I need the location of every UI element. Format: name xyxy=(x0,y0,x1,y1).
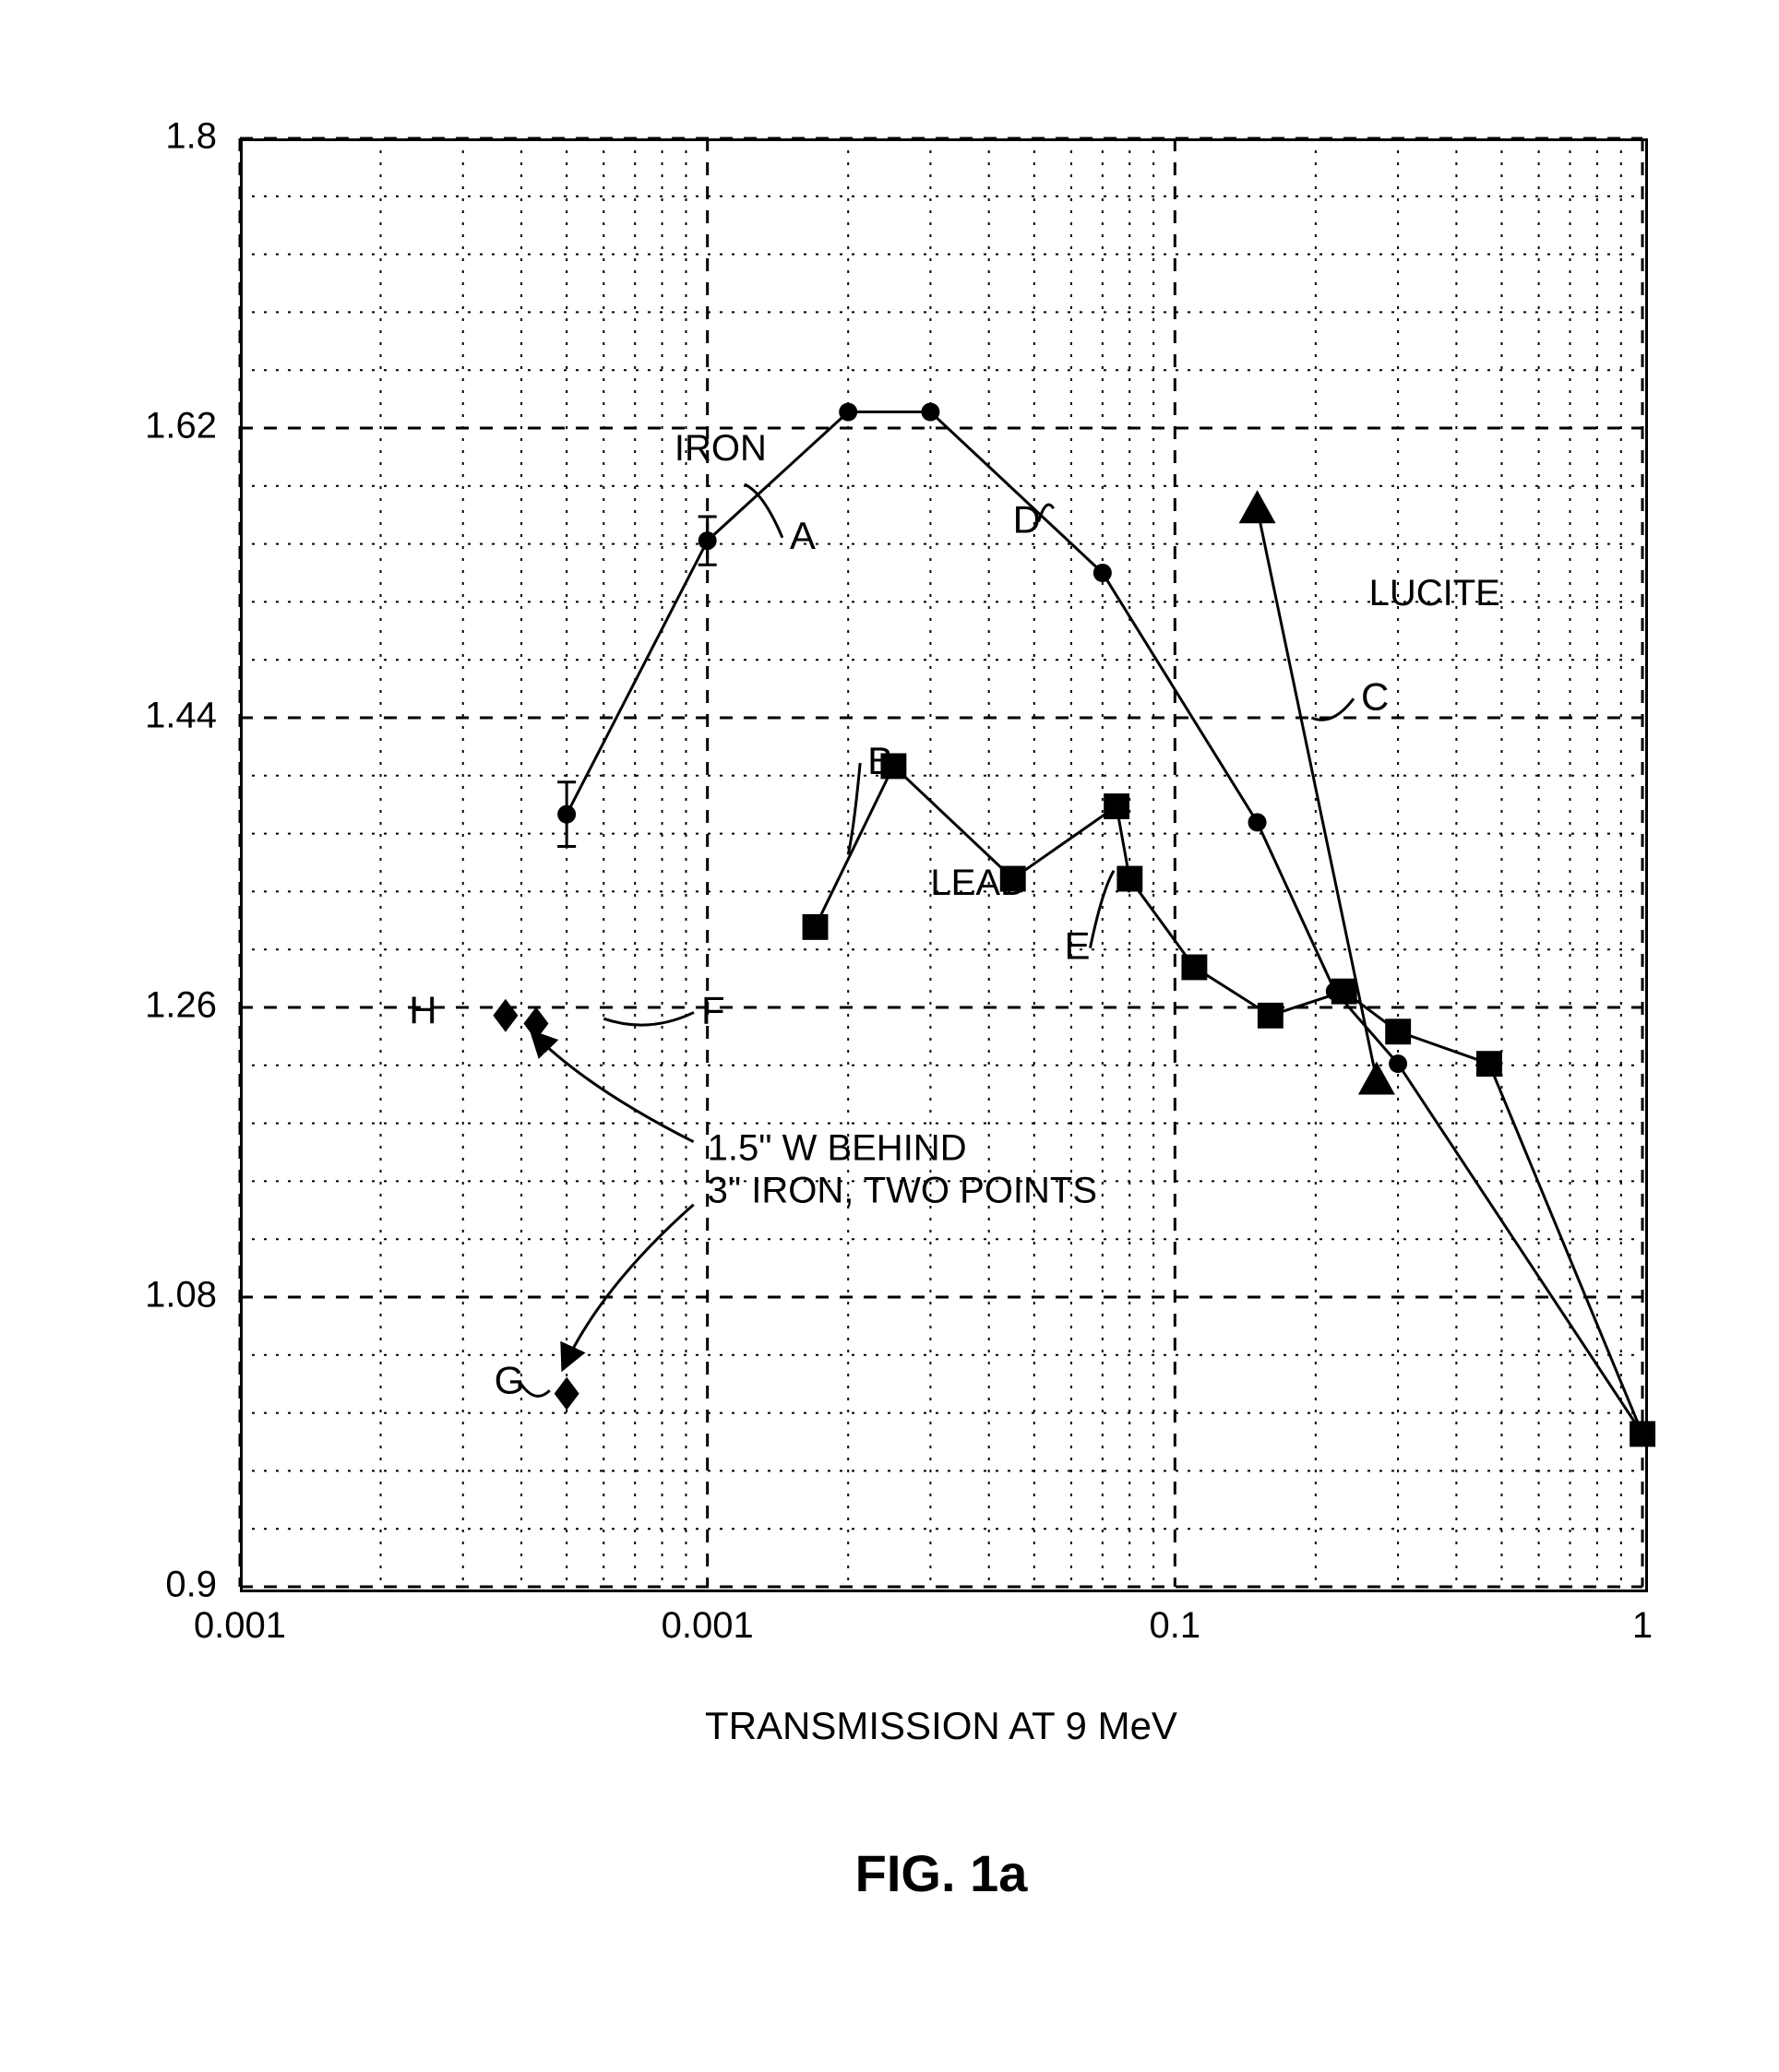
annotation-H: H xyxy=(409,988,436,1031)
series-marker-lead xyxy=(1104,793,1129,819)
y-tick-label: 0.9 xyxy=(165,1565,217,1605)
x-tick-label: 0.1 xyxy=(1150,1605,1201,1646)
x-tick-label: 0.001 xyxy=(662,1605,754,1646)
y-tick-label: 1.44 xyxy=(145,696,217,736)
series-marker-lead xyxy=(1181,955,1207,981)
series-marker-lead xyxy=(1258,1003,1284,1029)
annotation-arrow xyxy=(531,1031,694,1142)
label-iron: IRON xyxy=(675,428,767,469)
y-tick-label: 1.8 xyxy=(165,116,217,157)
series-marker-iron xyxy=(839,403,857,422)
series-marker-w-behind-iron xyxy=(555,1377,579,1411)
annotation-G: G xyxy=(495,1359,525,1402)
series-marker-lead xyxy=(1630,1421,1655,1447)
series-marker-w-behind-iron xyxy=(493,999,518,1032)
y-tick-label: 1.62 xyxy=(145,406,217,447)
series-marker-iron xyxy=(557,805,576,824)
label-lead: LEAD xyxy=(930,863,1027,903)
annotation-F: F xyxy=(701,988,725,1031)
series-marker-iron xyxy=(698,531,717,550)
series-marker-lead xyxy=(1331,979,1357,1005)
x-axis-title: TRANSMISSION AT 9 MeV xyxy=(705,1704,1177,1747)
series-marker-iron xyxy=(1389,1054,1407,1073)
series-marker-lead xyxy=(1476,1051,1502,1077)
series-marker-lucite xyxy=(1239,490,1276,523)
annotation-arrow xyxy=(563,1205,694,1370)
figure-caption: FIG. 1a xyxy=(855,1844,1029,1902)
annotation-connector-G xyxy=(520,1383,550,1397)
annotation-A: A xyxy=(790,514,816,557)
annotation-C: C xyxy=(1361,674,1389,718)
annotation-E: E xyxy=(1064,924,1090,968)
annotation-B: B xyxy=(867,739,893,782)
annotation-connector-A xyxy=(745,484,782,538)
annotation-note: 1.5" W BEHIND3" IRON, TWO POINTS xyxy=(708,1128,1097,1211)
x-tick-label: 1 xyxy=(1632,1605,1653,1646)
chart-svg: IRON LEAD LUCITE A B C D E F G H 1.5" W BEHIND3" IR… xyxy=(0,0,1779,2072)
series-line-lucite xyxy=(1258,508,1377,1079)
series-marker-lead xyxy=(803,914,829,940)
series-marker-lead xyxy=(1116,866,1142,892)
y-tick-label: 1.26 xyxy=(145,985,217,1026)
annotation-connector-F xyxy=(603,1012,694,1025)
series-marker-iron xyxy=(1093,564,1112,582)
annotation-D: D xyxy=(1013,497,1041,541)
series-marker-lead xyxy=(1385,1018,1411,1044)
series-marker-iron xyxy=(921,403,939,422)
series-marker-iron xyxy=(1248,813,1267,831)
label-lucite: LUCITE xyxy=(1369,573,1500,613)
y-tick-label: 1.08 xyxy=(145,1275,217,1316)
x-tick-label: 0.001 xyxy=(194,1605,286,1646)
